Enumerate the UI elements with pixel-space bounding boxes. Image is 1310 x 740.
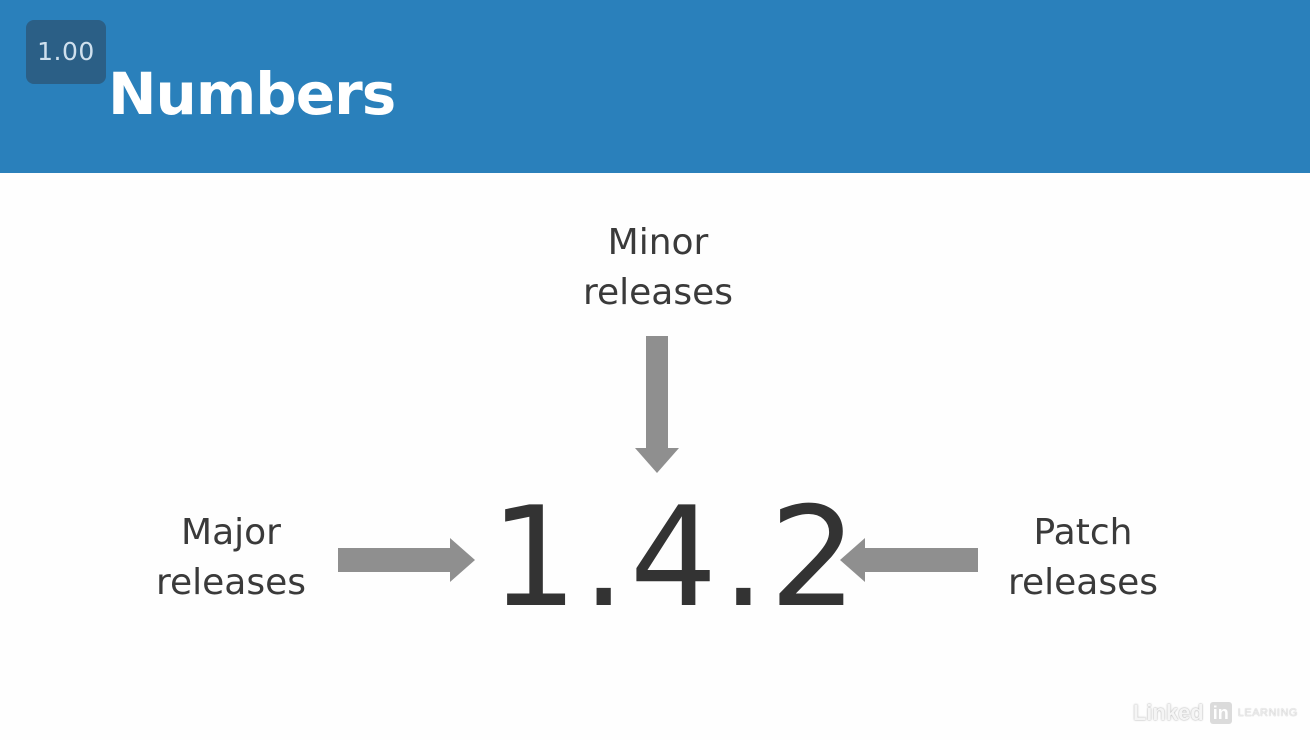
major-label-line-2: releases	[155, 562, 307, 603]
patch-label-line-1: Patch	[1033, 512, 1133, 553]
major-releases-label: Major releases	[121, 508, 341, 608]
linkedin-learning-logo: Linked in LEARNING	[1133, 700, 1298, 726]
minor-label-line-2: releases	[582, 272, 734, 313]
slide-header: 1.00 Numbers	[0, 0, 1310, 173]
logo-wordmark: Linked	[1132, 700, 1204, 725]
arrow-right-icon	[338, 537, 476, 583]
patch-label-line-2: releases	[1007, 562, 1159, 603]
version-number: 1.4.2	[490, 477, 862, 638]
arrow-down-icon	[632, 336, 682, 474]
patch-releases-label: Patch releases	[973, 508, 1193, 608]
slide-title: Numbers	[108, 60, 396, 128]
logo-learning-text: LEARNING	[1237, 707, 1298, 719]
major-label-line-1: Major	[181, 512, 281, 553]
playback-speed-button[interactable]: 1.00	[26, 20, 106, 84]
logo-in-box: in	[1209, 702, 1232, 724]
minor-releases-label: Minor releases	[548, 218, 768, 318]
minor-label-line-1: Minor	[607, 222, 709, 263]
arrow-left-icon	[840, 537, 978, 583]
